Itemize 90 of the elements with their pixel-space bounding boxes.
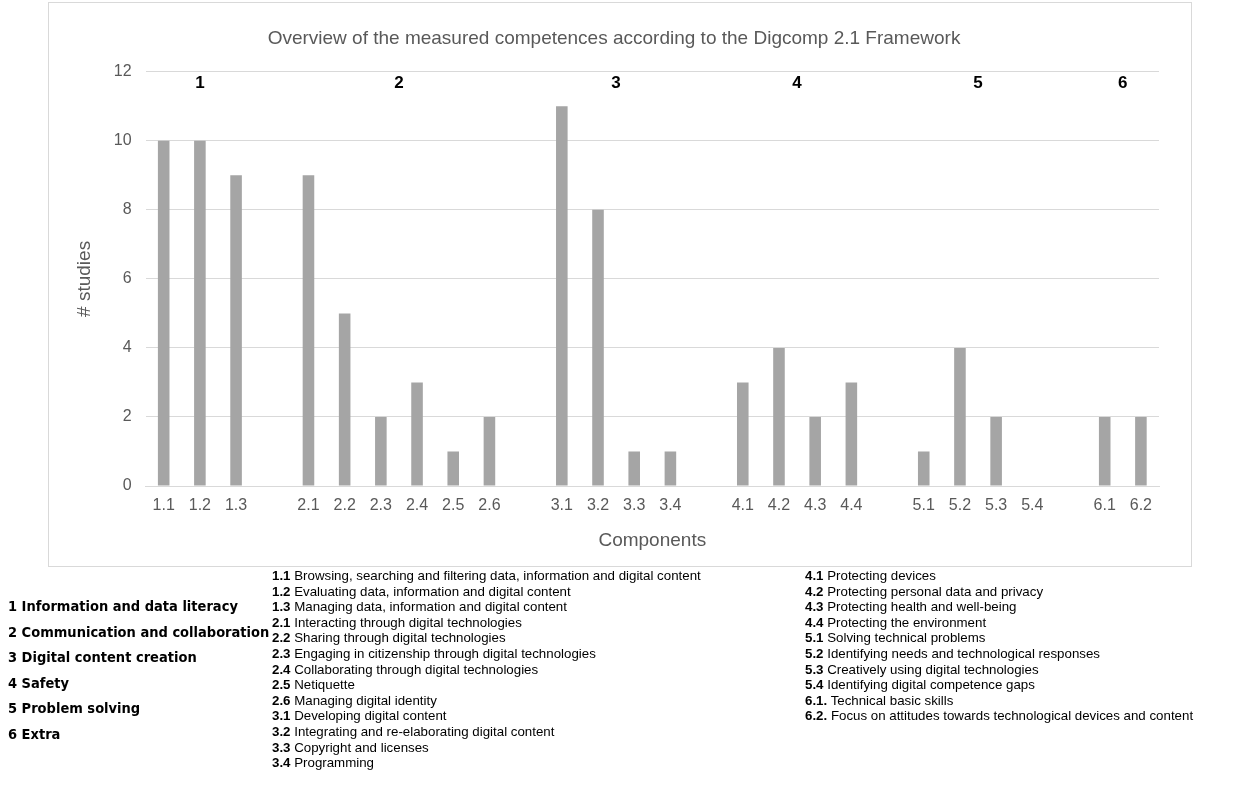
y-tick-label: 10 <box>113 131 132 149</box>
bar <box>194 140 206 486</box>
bar <box>773 347 785 486</box>
x-tick-label: 2.1 <box>297 496 320 514</box>
text: 1 Information and data literacy <box>8 597 239 616</box>
text: 1.3 Managing data, information and digital content <box>272 599 568 615</box>
text: 2.6 Managing digital identity <box>272 692 438 709</box>
text: 3.4 Programming <box>272 755 375 771</box>
bar <box>1135 416 1147 486</box>
bar <box>411 382 423 486</box>
x-tick-label: 6.1 <box>1093 496 1116 514</box>
x-tick-label: 3.2 <box>586 496 610 514</box>
text: 2.1 Interacting through digital technologies <box>272 614 523 631</box>
x-tick-label: 5.2 <box>948 496 972 514</box>
bar <box>592 209 604 486</box>
text: 6.2. Focus on attitudes towards technological devices and content <box>805 708 1194 724</box>
bar <box>664 451 677 486</box>
x-tick-label: 5.3 <box>985 496 1008 514</box>
annotation: 5 <box>973 73 983 93</box>
y-tick-label: 2 <box>122 407 132 425</box>
x-tick-label: 3.4 <box>659 496 682 514</box>
bar <box>990 416 1002 486</box>
x-tick-label: 4.2 <box>767 496 791 514</box>
x-tick-label: 5.4 <box>1021 496 1044 514</box>
text: 2.2 Sharing through digital technologies <box>272 630 507 646</box>
text: 6 Extra <box>8 724 62 744</box>
bar <box>302 175 315 486</box>
x-tick-label: 2.6 <box>478 496 501 514</box>
annotation: 4 <box>792 73 803 93</box>
y-axis-title: # studies <box>72 240 94 317</box>
x-tick-label: 4.3 <box>804 496 827 514</box>
bar <box>375 416 387 486</box>
x-tick-label: 2.4 <box>405 496 429 514</box>
text: 4.3 Protecting health and well-being <box>805 599 1018 615</box>
bar <box>483 416 496 486</box>
x-tick-label: 1.3 <box>224 496 248 514</box>
chart-title: Overview of the measured competences according to the Digcomp 2.1 Framework <box>267 26 961 48</box>
bar <box>736 382 749 486</box>
bar <box>556 106 568 486</box>
x-tick-label: 3.1 <box>550 496 574 514</box>
text: 1.1 Browsing, searching and filtering data, information and digital content <box>272 568 701 584</box>
annotation: 6 <box>1118 73 1128 93</box>
bar <box>917 451 930 486</box>
text: 1.2 Evaluating data, information and digital content <box>272 583 572 600</box>
text: 5.3 Creatively using digital technologies <box>805 661 1040 678</box>
bar <box>230 175 242 486</box>
text: 4 Safety <box>8 673 71 693</box>
annotation: 1 <box>195 73 205 93</box>
text: 2.3 Engaging in citizenship through digital technologies <box>272 645 597 662</box>
bar <box>628 451 640 486</box>
bar <box>338 313 351 486</box>
y-tick-label: 0 <box>122 476 132 494</box>
y-tick-label: 12 <box>113 62 132 80</box>
bar <box>447 451 460 486</box>
text: 2 Communication and collaboration <box>8 622 270 642</box>
x-axis-title: Components <box>598 528 707 550</box>
text: 6.1. Technical basic skills <box>805 692 955 709</box>
text: 5.1 Solving technical problems <box>805 630 987 646</box>
x-tick-label: 4.1 <box>731 496 754 514</box>
x-tick-label: 5.1 <box>912 496 935 514</box>
text: 4.1 Protecting devices <box>805 568 937 584</box>
text: 3.3 Copyright and licenses <box>272 739 430 756</box>
x-tick-label: 3.3 <box>623 496 646 514</box>
x-tick-label: 2.3 <box>369 496 393 514</box>
bar <box>157 140 170 486</box>
bar <box>845 382 858 486</box>
text: 5 Problem solving <box>8 699 142 718</box>
x-tick-label: 6.2 <box>1129 496 1153 514</box>
text: 3 Digital content creation <box>8 648 198 667</box>
text: 4.2 Protecting personal data and privacy <box>805 583 1045 600</box>
text: 3.2 Integrating and re-elaborating digital content <box>272 723 556 740</box>
text: 4.4 Protecting the environment <box>805 614 988 631</box>
text: 5.2 Identifying needs and technological responses <box>805 645 1101 662</box>
x-tick-label: 1.2 <box>188 496 212 514</box>
text: 5.4 Identifying digital competence gaps <box>805 677 1036 693</box>
y-tick-label: 6 <box>122 269 132 287</box>
bar <box>1098 416 1111 486</box>
annotation: 2 <box>394 73 404 93</box>
bar <box>954 347 966 486</box>
text: 2.4 Collaborating through digital technologies <box>272 661 540 678</box>
y-tick-label: 4 <box>122 338 132 356</box>
x-tick-label: 2.5 <box>442 496 465 514</box>
x-tick-label: 2.2 <box>333 496 356 514</box>
y-tick-label: 8 <box>122 200 132 218</box>
x-tick-label: 1.1 <box>152 496 175 514</box>
annotation: 3 <box>611 73 621 93</box>
text: 3.1 Developing digital content <box>272 708 448 724</box>
x-tick-label: 4.4 <box>840 496 863 514</box>
text: 2.5 Netiquette <box>272 677 356 693</box>
bar <box>809 416 821 486</box>
